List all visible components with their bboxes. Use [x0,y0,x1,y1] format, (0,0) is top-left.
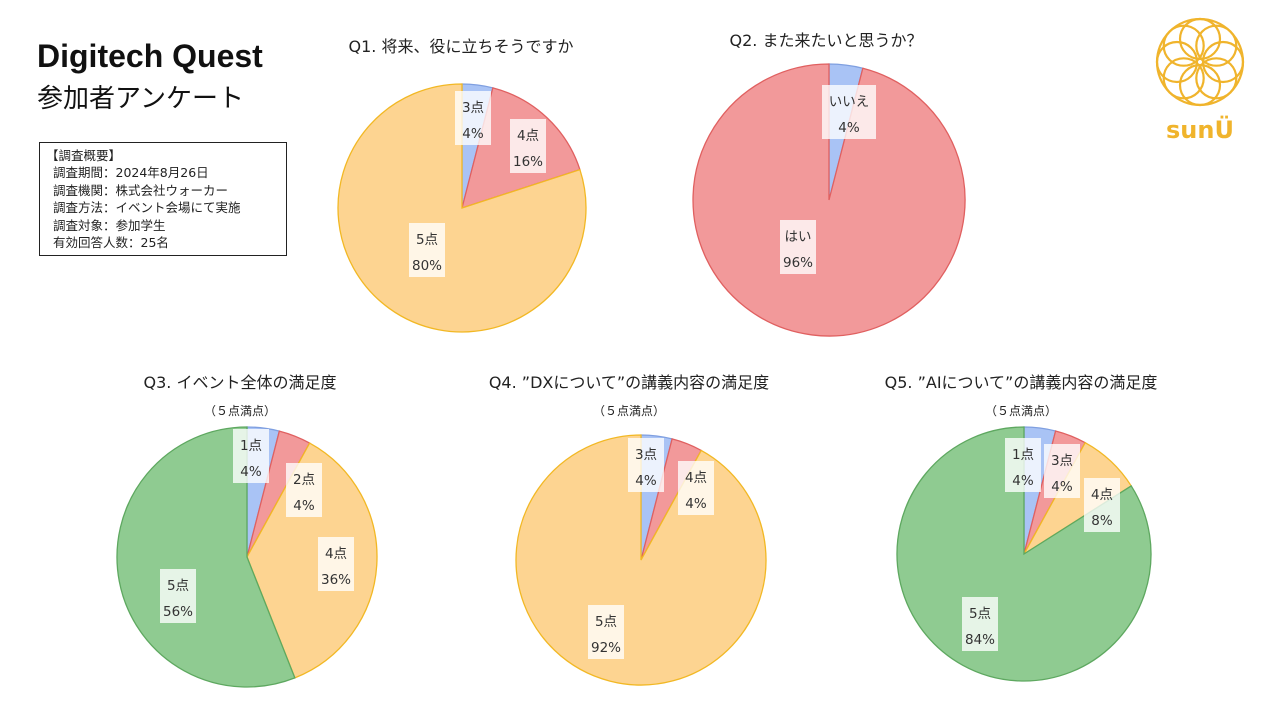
summary-line-period: 調査期間：2024年8月26日 [53,165,209,181]
chart-title: Q2. また来たいと思うか？ [730,31,923,50]
pie-chart-q2: Q2. また来たいと思うか？ いいえ 4% はい 96% [692,31,966,337]
chart-title: Q4. ”DXについて”の講義内容の満足度 [489,373,769,392]
slice-label-background [510,119,546,173]
pie-chart-q1: Q1. 将来、役に立ちそうですか 3点 4% 4点 16% 5点 80% [337,37,587,333]
slice-label-name: 5点 [167,578,189,594]
sunu-logo: sunÜ [1155,17,1245,144]
slice-label-background [1084,478,1120,532]
survey-summary-box: 【調査概要】 調査期間：2024年8月26日 調査機関：株式会社ウォーカー 調査… [39,142,287,257]
slice-label-name: 5点 [595,614,617,630]
slice-label-name: はい [785,229,812,245]
slice-label-name: 5点 [969,606,991,622]
slice-label-value: 80% [412,258,442,274]
pie-slice-2 [246,442,378,679]
chart-subtitle: （５点満点） [985,404,1057,418]
slice-label: 4点 36% [318,537,354,591]
slice-label-value: 4% [838,120,860,136]
slice-label-name: いいえ [829,94,870,110]
pie-slice-2 [337,83,587,333]
slice-label-background [233,429,269,483]
slice-label: いいえ 4% [822,85,876,139]
slice-label-value: 4% [1051,479,1073,495]
slice-label-value: 8% [1091,513,1113,529]
chart-subtitle: （５点満点） [593,404,665,418]
slice-label-value: 4% [685,496,707,512]
summary-line-organization: 調査機関：株式会社ウォーカー [53,182,229,198]
slice-label: 4点 16% [510,119,546,173]
slice-label-name: 4点 [1091,487,1113,503]
page-subtitle: 参加者アンケート [37,84,244,114]
slice-label-background [1044,444,1080,498]
slice-label: 3点 4% [628,438,664,492]
chart-title: Q5. ”AIについて”の講義内容の満足度 [885,373,1158,392]
slice-label-background [286,463,322,517]
chart-title: Q3. イベント全体の満足度 [144,373,337,392]
pie-slice-3 [896,426,1152,682]
page-title: Digitech Quest [37,38,263,74]
logo-text: sunÜ [1166,114,1234,144]
slice-label: はい 96% [780,220,816,274]
slice-label-value: 92% [591,640,621,656]
slice-label-background [1005,438,1041,492]
slice-label-name: 2点 [293,472,315,488]
slice-label-background [318,537,354,591]
slice-label-name: 1点 [240,438,262,454]
pie-chart-q4: Q4. ”DXについて”の講義内容の満足度 （５点満点） 3点 4% 4点 4% 5点 92% [489,373,769,686]
slice-label: 3点 4% [455,91,491,145]
slice-label-value: 4% [240,464,262,480]
summary-line-method: 調査方法：イベント会場にて実施 [53,200,241,216]
slice-label-value: 4% [635,473,657,489]
slice-label-background [628,438,664,492]
summary-heading: 【調査概要】 [46,148,122,163]
slice-label-name: 3点 [462,100,484,116]
slice-label-value: 96% [783,255,813,271]
slice-label-value: 4% [1012,473,1034,489]
slice-label-name: 3点 [635,447,657,463]
slice-label-value: 4% [293,498,315,514]
slice-label-background [678,461,714,515]
slice-label-name: 1点 [1012,447,1034,463]
slice-label-background [455,91,491,145]
slice-label: 1点 4% [1005,438,1041,492]
chart-subtitle: （５点満点） [204,404,276,418]
slice-label: 1点 4% [233,429,269,483]
pie-slice-1 [692,63,966,337]
summary-line-target: 調査対象：参加学生 [53,217,166,233]
slice-label: 5点 92% [588,605,624,659]
slice-label-value: 36% [321,572,351,588]
slice-label: 2点 4% [286,463,322,517]
slice-label: 3点 4% [1044,444,1080,498]
pie-chart-q5: Q5. ”AIについて”の講義内容の満足度 （５点満点） 1点 4% 3点 4% 4点 8% 5… [885,373,1158,682]
slice-label-background [588,605,624,659]
slice-label-background [160,569,196,623]
slice-label-name: 4点 [325,546,347,562]
slice-label: 4点 4% [678,461,714,515]
summary-line-respondents: 有効回答人数：25名 [53,235,169,251]
slice-label-name: 5点 [416,232,438,248]
slice-label-background [962,597,998,651]
slice-label-background [409,223,445,277]
flower-mandala-icon [1155,17,1245,107]
slice-label-background [780,220,816,274]
slice-label-name: 4点 [517,128,539,144]
slice-label: 5点 84% [962,597,998,651]
slice-label-background [822,85,876,139]
slice-label-value: 84% [965,632,995,648]
slice-label-name: 3点 [1051,453,1073,469]
slice-label-name: 4点 [685,470,707,486]
slice-label-value: 16% [513,154,543,170]
slice-label-value: 4% [462,126,484,142]
slice-label: 5点 56% [160,569,196,623]
slice-label: 5点 80% [409,223,445,277]
pie-chart-q3: Q3. イベント全体の満足度 （５点満点） 1点 4% 2点 4% 4点 36% 5点 56% [116,373,378,688]
chart-title: Q1. 将来、役に立ちそうですか [349,37,574,56]
slice-label: 4点 8% [1084,478,1120,532]
slice-label-value: 56% [163,604,193,620]
